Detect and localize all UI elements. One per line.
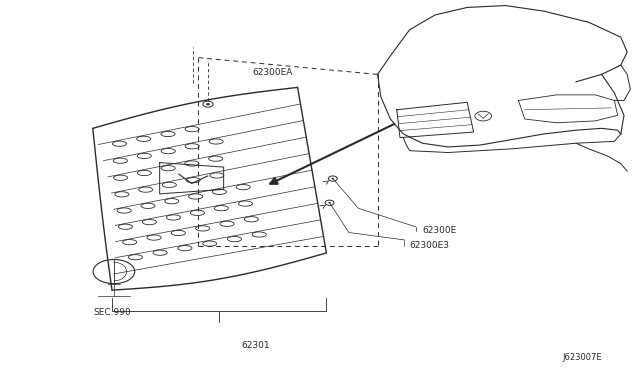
Circle shape	[328, 202, 331, 203]
Text: J623007E: J623007E	[562, 353, 602, 362]
Text: 62300E3: 62300E3	[410, 241, 450, 250]
Circle shape	[332, 178, 334, 179]
Circle shape	[206, 103, 210, 105]
Text: 62300EA: 62300EA	[253, 68, 293, 77]
Text: SEC.990: SEC.990	[93, 308, 131, 317]
Text: 62300E: 62300E	[422, 226, 457, 235]
Text: 62301: 62301	[242, 341, 270, 350]
